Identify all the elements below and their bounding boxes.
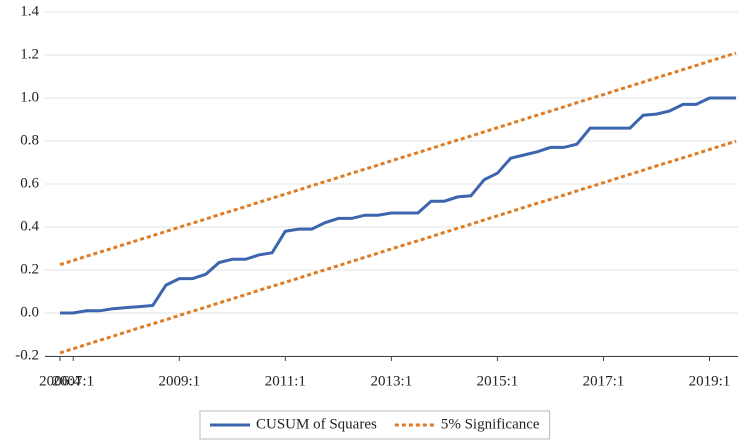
y-tick-label: 0.8 [20, 132, 39, 148]
y-tick-label: 1.4 [20, 3, 39, 19]
x-tick-label: 2015:1 [477, 373, 519, 389]
x-tick-label: 2009:1 [158, 373, 200, 389]
x-tick-label: 2013:1 [371, 373, 413, 389]
y-tick-label: 1.2 [20, 46, 39, 62]
y-tick-label: 0.6 [20, 175, 39, 191]
x-tick-label: 2006:4 [39, 373, 81, 389]
series-line [60, 96, 736, 315]
y-tick-label: 0.0 [20, 304, 39, 320]
y-tick-label: 0.4 [20, 218, 39, 234]
x-tick-label: 2007:1 [52, 373, 94, 389]
series-line [59, 51, 737, 267]
x-tick-label: 2011:1 [265, 373, 306, 389]
y-tick-label: -0.2 [15, 347, 39, 363]
legend-label: CUSUM of Squares [256, 416, 377, 432]
x-tick-label: 2019:1 [689, 373, 731, 389]
legend-box [199, 410, 551, 440]
y-tick-label: 0.2 [20, 261, 39, 277]
y-tick-label: 1.0 [20, 89, 39, 105]
series-line [59, 139, 737, 355]
x-tick-label: 2017:1 [583, 373, 625, 389]
legend-label: 5% Significance [441, 416, 540, 432]
